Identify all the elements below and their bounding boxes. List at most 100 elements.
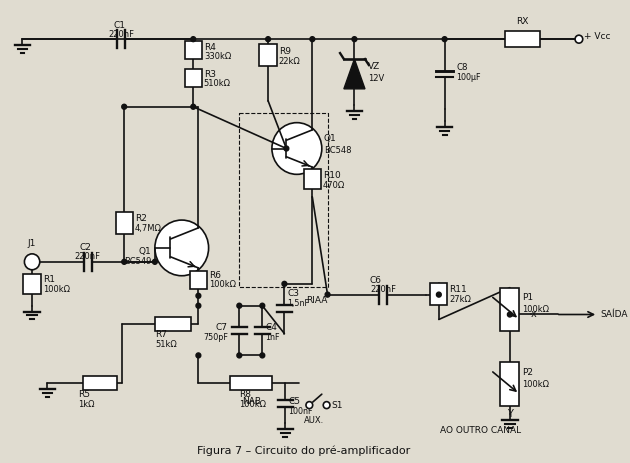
Text: R1: R1	[43, 275, 55, 284]
Text: NAB: NAB	[243, 397, 261, 406]
Circle shape	[196, 353, 201, 358]
Bar	[430, 283, 447, 305]
Text: 1,5nF: 1,5nF	[287, 299, 309, 308]
Circle shape	[323, 401, 330, 408]
Text: R3: R3	[204, 70, 216, 80]
Text: R8: R8	[239, 390, 251, 399]
Circle shape	[266, 37, 270, 42]
Text: + Vcc: + Vcc	[584, 31, 610, 41]
Text: 4,7MΩ: 4,7MΩ	[135, 224, 162, 232]
Text: 750pF: 750pF	[203, 333, 228, 342]
Text: AUX.: AUX.	[304, 415, 324, 425]
Circle shape	[310, 37, 315, 42]
Bar	[115, 212, 133, 234]
Text: 510kΩ: 510kΩ	[204, 79, 231, 88]
Text: AO OUTRO CANAL: AO OUTRO CANAL	[440, 426, 522, 435]
Text: 470Ω: 470Ω	[323, 181, 345, 189]
Circle shape	[191, 104, 196, 109]
Text: VZ: VZ	[368, 63, 380, 71]
Text: 1kΩ: 1kΩ	[78, 400, 94, 409]
Bar	[500, 288, 519, 332]
Text: BC548: BC548	[324, 146, 351, 155]
Text: SAÍDA: SAÍDA	[600, 310, 627, 319]
Circle shape	[237, 303, 242, 308]
Text: R10: R10	[323, 170, 341, 180]
Circle shape	[260, 303, 265, 308]
Text: R2: R2	[135, 213, 147, 223]
Bar	[260, 44, 277, 66]
Text: 22kΩ: 22kΩ	[278, 56, 301, 66]
Text: C5: C5	[289, 397, 301, 406]
Text: P2: P2	[522, 368, 534, 377]
Circle shape	[306, 401, 312, 408]
Circle shape	[352, 37, 357, 42]
Text: C2: C2	[80, 244, 92, 252]
Text: 220nF: 220nF	[75, 252, 101, 261]
Text: Figura 7 – Circuito do pré-amplificador: Figura 7 – Circuito do pré-amplificador	[197, 445, 410, 456]
Bar	[304, 169, 321, 189]
Text: S1: S1	[331, 400, 343, 410]
Text: R5: R5	[78, 390, 90, 399]
Bar	[185, 69, 202, 87]
Text: Q1: Q1	[324, 134, 336, 143]
Text: C7: C7	[216, 323, 228, 332]
Circle shape	[25, 254, 40, 270]
Circle shape	[196, 293, 201, 298]
Bar	[83, 376, 117, 390]
Text: 27kΩ: 27kΩ	[449, 295, 471, 304]
Circle shape	[272, 123, 322, 175]
Circle shape	[155, 220, 209, 276]
Circle shape	[575, 35, 583, 43]
Circle shape	[122, 259, 127, 264]
Circle shape	[284, 146, 289, 151]
Text: C1: C1	[113, 21, 125, 30]
Bar	[239, 113, 328, 287]
Text: C8: C8	[456, 63, 467, 73]
Text: 51kΩ: 51kΩ	[155, 340, 177, 349]
Text: C4: C4	[265, 323, 277, 332]
Bar	[190, 271, 207, 289]
Text: R4: R4	[204, 43, 215, 51]
Text: 100μF: 100μF	[456, 74, 481, 82]
Bar	[500, 362, 519, 406]
Text: x: x	[531, 309, 537, 319]
Text: 100kΩ: 100kΩ	[43, 285, 70, 294]
Text: Y: Y	[507, 409, 513, 419]
Bar	[155, 317, 191, 331]
Circle shape	[325, 292, 330, 297]
Circle shape	[507, 312, 512, 317]
Text: Q1: Q1	[139, 247, 151, 257]
Text: ENT.: ENT.	[23, 277, 41, 286]
Polygon shape	[344, 59, 365, 89]
Text: BC549: BC549	[123, 257, 151, 266]
Text: 330kΩ: 330kΩ	[204, 51, 231, 61]
Text: RIAA: RIAA	[306, 296, 328, 305]
Text: 220nF: 220nF	[370, 285, 396, 294]
Circle shape	[152, 259, 158, 264]
Text: 100kΩ: 100kΩ	[209, 280, 236, 289]
Text: R9: R9	[278, 47, 290, 56]
Text: 220nF: 220nF	[108, 30, 134, 39]
Text: RX: RX	[516, 17, 529, 26]
Circle shape	[196, 303, 201, 308]
Bar	[230, 376, 272, 390]
Circle shape	[122, 104, 127, 109]
Bar	[185, 41, 202, 59]
Bar	[23, 274, 41, 294]
Text: 100kΩ: 100kΩ	[522, 380, 549, 388]
Text: R6: R6	[209, 271, 221, 281]
Text: C3: C3	[287, 289, 299, 298]
Text: 1nF: 1nF	[265, 333, 280, 342]
Text: 12V: 12V	[368, 75, 384, 83]
Text: 100nF: 100nF	[289, 407, 312, 416]
Bar	[505, 31, 539, 47]
Text: J1: J1	[28, 239, 37, 249]
Text: R11: R11	[449, 285, 467, 294]
Text: 100kΩ: 100kΩ	[239, 400, 266, 409]
Circle shape	[191, 37, 196, 42]
Circle shape	[237, 353, 242, 358]
Text: C6: C6	[370, 276, 382, 285]
Text: 100kΩ: 100kΩ	[522, 305, 549, 314]
Circle shape	[282, 282, 287, 286]
Circle shape	[437, 292, 441, 297]
